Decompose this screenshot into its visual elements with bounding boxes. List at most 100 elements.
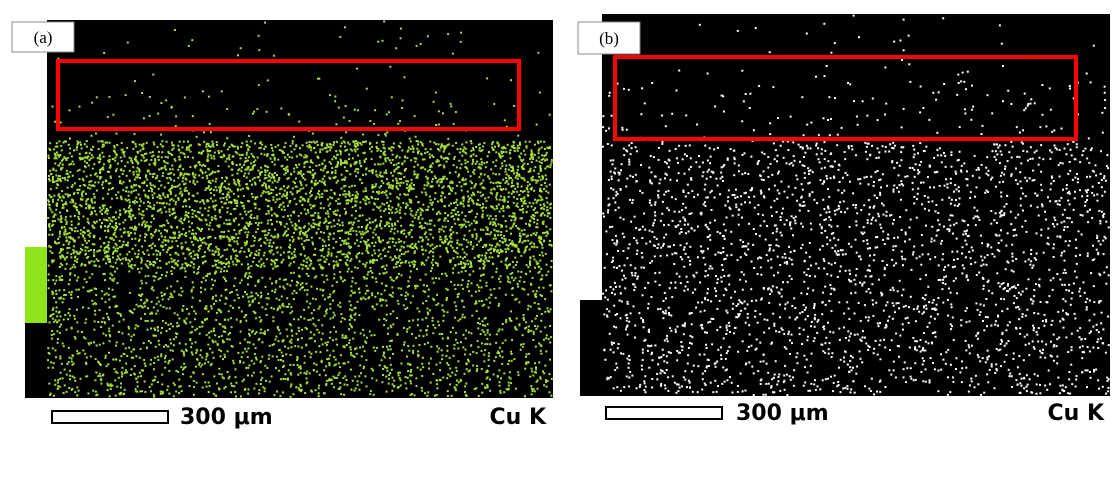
dot bbox=[55, 142, 58, 145]
dot bbox=[540, 352, 543, 355]
dot bbox=[190, 240, 193, 243]
dot bbox=[59, 220, 62, 223]
dot bbox=[315, 223, 318, 226]
dot bbox=[392, 266, 395, 269]
dot bbox=[293, 167, 296, 170]
dot bbox=[201, 356, 204, 359]
dot bbox=[59, 218, 62, 221]
dot bbox=[359, 165, 362, 168]
dot bbox=[169, 188, 172, 190]
dot bbox=[121, 151, 124, 154]
dot bbox=[282, 234, 285, 237]
dot bbox=[336, 164, 339, 167]
dot bbox=[192, 286, 195, 289]
dot bbox=[68, 387, 71, 389]
dot bbox=[218, 261, 221, 264]
dot bbox=[194, 236, 197, 239]
dot bbox=[334, 175, 337, 178]
dot bbox=[419, 214, 422, 217]
dot bbox=[109, 176, 112, 179]
dot bbox=[313, 226, 315, 228]
dot bbox=[270, 214, 273, 217]
dot bbox=[191, 325, 194, 328]
dot bbox=[366, 247, 368, 250]
dot bbox=[436, 181, 439, 184]
dot bbox=[340, 173, 343, 176]
dot bbox=[332, 299, 334, 302]
dot bbox=[399, 209, 401, 212]
dot bbox=[298, 171, 301, 174]
dot bbox=[504, 170, 507, 173]
dot bbox=[178, 155, 181, 158]
dot bbox=[274, 262, 276, 265]
dot bbox=[149, 151, 152, 154]
dot bbox=[233, 182, 236, 185]
dot bbox=[550, 260, 553, 262]
dot bbox=[133, 184, 136, 187]
dot bbox=[159, 253, 162, 256]
dot bbox=[272, 260, 275, 263]
dot bbox=[60, 168, 63, 171]
dot bbox=[92, 156, 95, 159]
dot bbox=[300, 346, 303, 349]
dot bbox=[161, 373, 164, 376]
dot bbox=[299, 182, 302, 184]
dot bbox=[144, 236, 146, 239]
dot bbox=[413, 173, 416, 176]
dot bbox=[260, 171, 263, 174]
dot bbox=[278, 204, 281, 207]
dot bbox=[222, 153, 225, 156]
dot bbox=[158, 194, 161, 197]
dot bbox=[94, 173, 96, 176]
dot bbox=[392, 179, 395, 182]
dot bbox=[274, 338, 277, 341]
dot bbox=[279, 188, 282, 191]
dot bbox=[90, 180, 93, 183]
dot bbox=[160, 133, 163, 136]
dot bbox=[470, 241, 472, 243]
dot bbox=[275, 280, 278, 283]
dot bbox=[65, 233, 68, 236]
dot bbox=[64, 218, 67, 221]
dot bbox=[74, 226, 77, 229]
dot bbox=[393, 379, 396, 382]
dot bbox=[94, 210, 97, 213]
dot bbox=[245, 143, 248, 146]
dot bbox=[311, 169, 314, 172]
dot bbox=[523, 233, 526, 236]
dot bbox=[374, 241, 377, 244]
dot bbox=[152, 393, 155, 396]
dot bbox=[138, 212, 141, 215]
dot bbox=[505, 173, 508, 176]
dot bbox=[89, 174, 92, 177]
dot bbox=[349, 173, 352, 176]
dot bbox=[242, 204, 245, 207]
dot bbox=[447, 220, 449, 222]
dot bbox=[477, 199, 480, 202]
dot bbox=[113, 145, 116, 147]
dot bbox=[140, 213, 143, 216]
dot bbox=[434, 91, 437, 94]
dot bbox=[498, 240, 501, 243]
dot bbox=[308, 146, 311, 149]
dot bbox=[154, 177, 157, 180]
dot bbox=[499, 182, 502, 184]
dot bbox=[185, 148, 188, 151]
dot bbox=[211, 228, 214, 231]
dot bbox=[550, 377, 553, 380]
dot bbox=[69, 215, 72, 218]
dot bbox=[426, 243, 429, 246]
dot bbox=[512, 279, 515, 282]
dot bbox=[348, 120, 351, 122]
dot bbox=[86, 157, 89, 160]
dot bbox=[171, 186, 173, 189]
dot bbox=[515, 204, 518, 207]
dot bbox=[271, 282, 273, 285]
dot bbox=[239, 213, 242, 216]
dot bbox=[363, 350, 366, 353]
dot bbox=[247, 156, 250, 159]
dot bbox=[482, 228, 485, 231]
dot bbox=[400, 230, 403, 233]
dot bbox=[119, 214, 122, 216]
dot bbox=[412, 148, 415, 151]
